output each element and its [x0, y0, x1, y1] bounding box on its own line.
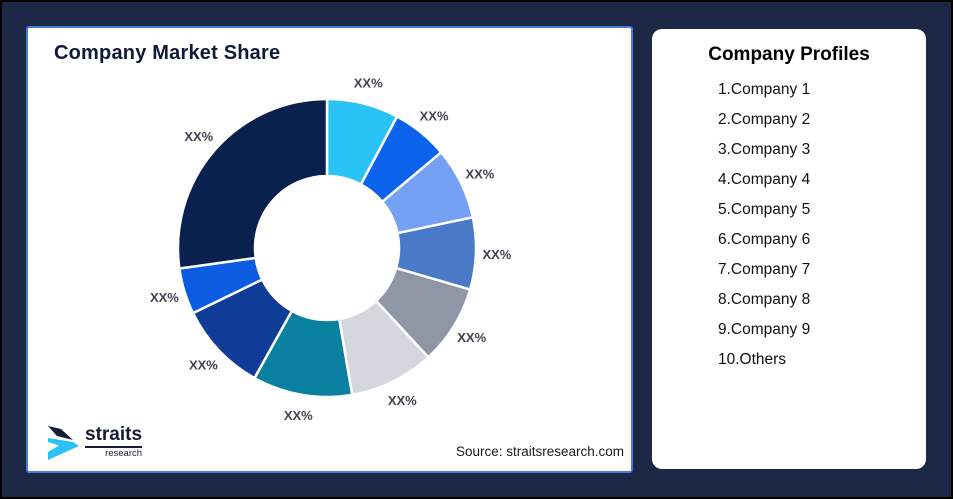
logo-subtitle: research: [105, 447, 143, 459]
profile-item: 4.Company 4: [718, 171, 811, 188]
profile-item: 6.Company 6: [718, 231, 811, 248]
donut-segment-label: XX%: [189, 357, 218, 372]
company-profiles-card: Company Profiles 1.Company 1 2.Company 2 3…: [652, 29, 926, 469]
donut-segment-label: XX%: [457, 330, 486, 345]
donut-segment-label: XX%: [354, 76, 383, 91]
donut-segment-label: XX%: [482, 247, 511, 262]
donut-segment: [176, 97, 329, 270]
profile-item: 10.Others: [718, 351, 787, 368]
profile-item: 5.Company 5: [718, 201, 811, 218]
chart-title: Company Market Share: [54, 42, 281, 64]
straits-research-logo: straits research: [46, 425, 143, 461]
donut-segment-label: XX%: [184, 129, 213, 144]
logo-name: straits: [85, 425, 143, 448]
profile-item: 8.Company 8: [718, 291, 811, 308]
source-attribution: Source: straitsresearch.com: [456, 444, 625, 459]
donut-segment-label: XX%: [150, 290, 179, 305]
logo-text: straits research: [85, 425, 143, 459]
donut-segment-label: XX%: [420, 109, 449, 124]
donut-segment-label: XX%: [388, 393, 417, 408]
donut-segment-label: XX%: [465, 166, 494, 181]
profile-item: 9.Company 9: [718, 321, 811, 338]
straits-logo-icon: [48, 426, 79, 460]
profiles-list: 1.Company 1 2.Company 2 3.Company 3 4.Compa…: [718, 81, 926, 369]
profile-item: 3.Company 3: [718, 141, 811, 158]
profiles-title: Company Profiles: [708, 44, 870, 65]
profile-item: 2.Company 2: [718, 111, 811, 128]
market-share-card: Company Market Share XX% XX% XX% XX% XX% XX% X…: [26, 26, 633, 473]
profile-item: 7.Company 7: [718, 261, 811, 278]
profile-item: 1.Company 1: [718, 81, 811, 98]
market-share-donut-chart: XX% XX% XX% XX% XX% XX% XX% XX% XX% XX%: [150, 76, 512, 424]
donut-segment-label: XX%: [284, 408, 313, 423]
